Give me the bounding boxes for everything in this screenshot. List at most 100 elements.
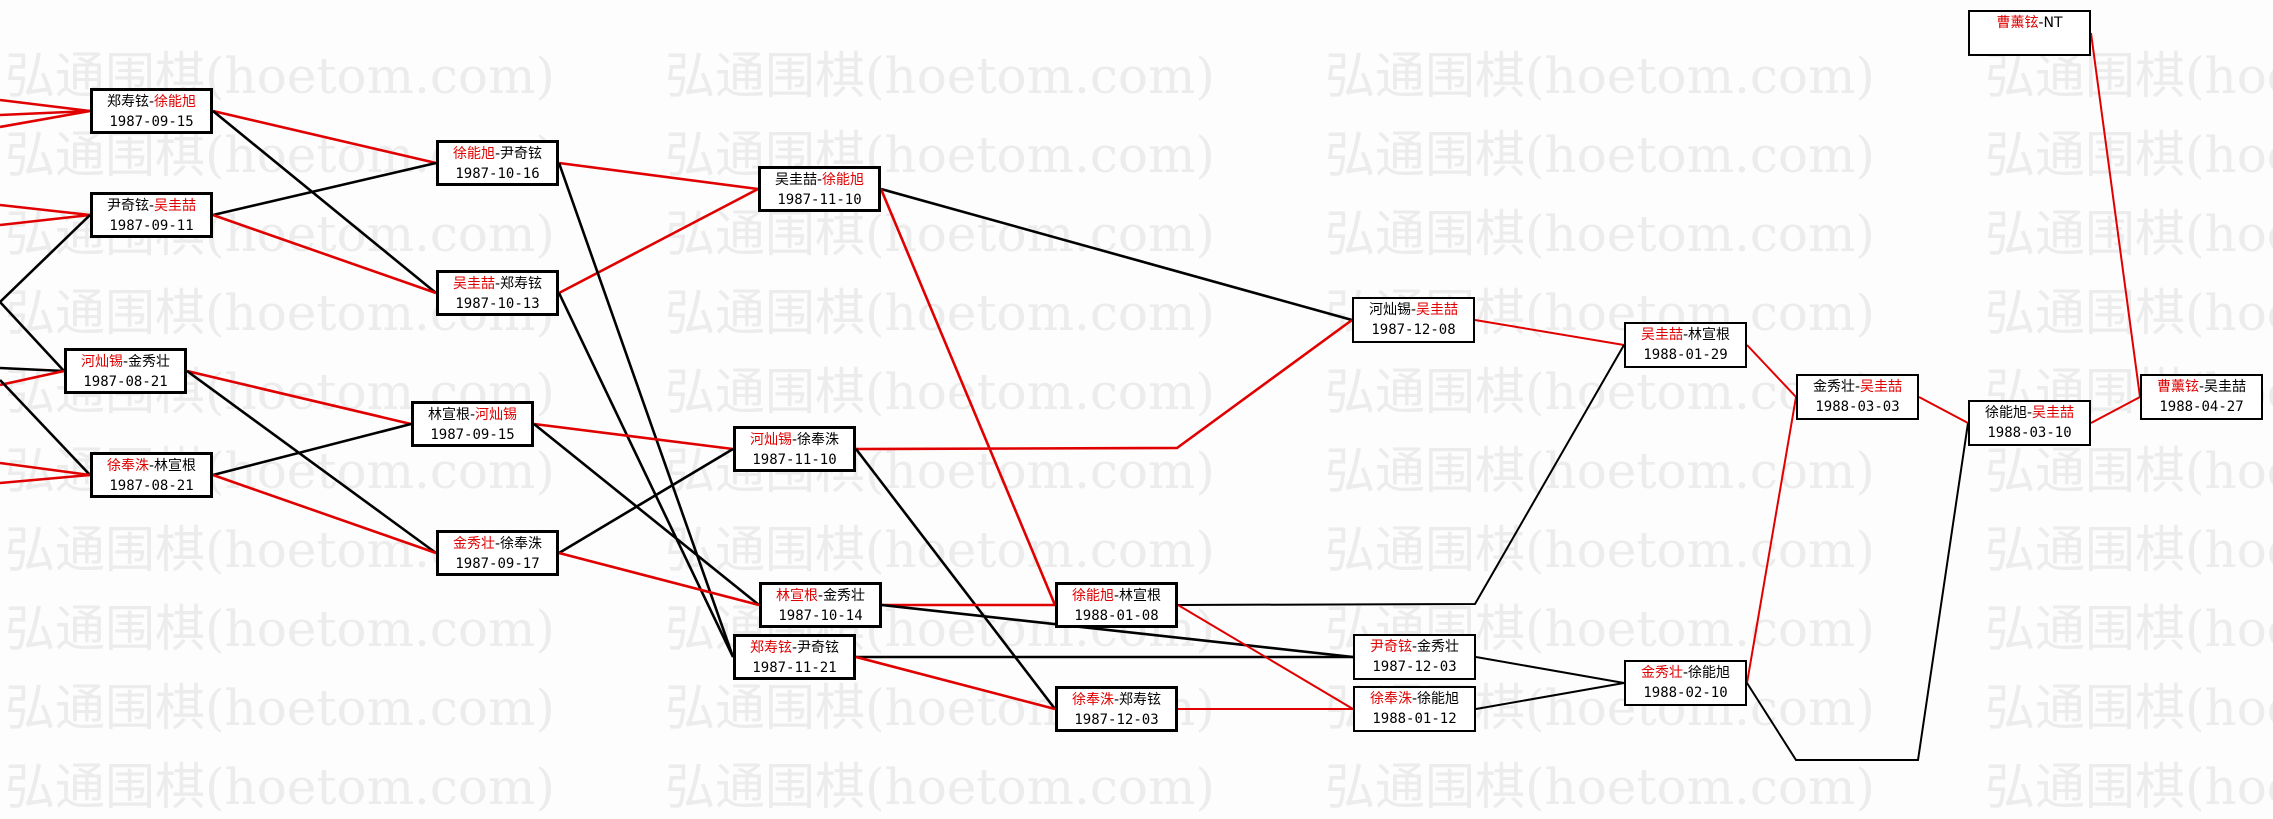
incoming-edge-black bbox=[0, 301, 65, 372]
match-node[interactable]: 吴圭喆-林宣根 1988-01-29 bbox=[1624, 322, 1747, 368]
player-1: 金秀壮 bbox=[452, 536, 495, 552]
player-2: 金秀壮 bbox=[823, 588, 866, 604]
player-1: 金秀壮 bbox=[1640, 665, 1683, 681]
match-node[interactable]: 徐奉洙-郑寿铉 1987-12-03 bbox=[1055, 686, 1178, 732]
match-node[interactable]: 金秀壮-徐能旭 1988-02-10 bbox=[1624, 660, 1747, 706]
match-node[interactable]: 林宣根-河灿锡 1987-09-15 bbox=[411, 401, 534, 447]
player-1: 河灿锡 bbox=[749, 432, 792, 448]
player-2: 尹奇铉 bbox=[500, 146, 543, 162]
player-1: 曹薰铉 bbox=[2156, 379, 2199, 395]
player-2: 吴圭喆 bbox=[2204, 379, 2247, 395]
match-node[interactable]: 郑寿铉-尹奇铉 1987-11-21 bbox=[733, 634, 856, 680]
match-date: 1987-09-15 bbox=[109, 114, 194, 130]
player-1: 徐奉洙 bbox=[1071, 692, 1114, 708]
match-node[interactable]: 河灿锡-徐奉洙 1987-11-10 bbox=[733, 426, 856, 472]
player-1: 林宣根 bbox=[775, 588, 818, 604]
match-node[interactable]: 徐能旭-吴圭喆 1988-03-10 bbox=[1968, 400, 2091, 446]
match-node[interactable]: 郑寿铉-徐能旭 1987-09-15 bbox=[90, 88, 213, 134]
match-node[interactable]: 尹奇铉-金秀壮 1987-12-03 bbox=[1353, 634, 1476, 680]
separator: - bbox=[2198, 379, 2205, 395]
match-node[interactable]: 徐奉洙-林宣根 1987-08-21 bbox=[90, 452, 213, 498]
match-players: 吴圭喆-郑寿铉 bbox=[439, 274, 556, 294]
edge-red bbox=[212, 213, 437, 295]
incoming-edge-red bbox=[0, 98, 91, 113]
edge-red bbox=[212, 473, 437, 555]
edge-red bbox=[879, 188, 1057, 606]
player-1: 徐能旭 bbox=[452, 146, 495, 162]
player-1: 郑寿铉 bbox=[749, 640, 792, 656]
match-node[interactable]: 尹奇铉-吴圭喆 1987-09-11 bbox=[90, 192, 213, 238]
match-node[interactable]: 曹薰铉-吴圭喆 1988-04-27 bbox=[2140, 374, 2263, 420]
player-2: 徐奉洙 bbox=[500, 536, 543, 552]
edge-red bbox=[2090, 32, 2141, 398]
player-2: 河灿锡 bbox=[475, 407, 518, 423]
separator: - bbox=[1682, 665, 1689, 681]
match-date: 1988-02-10 bbox=[1643, 685, 1728, 701]
match-date: 1988-04-27 bbox=[2159, 399, 2244, 415]
match-date: 1988-01-12 bbox=[1372, 711, 1457, 727]
edge-black bbox=[1475, 656, 1625, 684]
match-node[interactable]: 河灿锡-金秀壮 1987-08-21 bbox=[64, 348, 187, 394]
incoming-edge-red bbox=[0, 109, 91, 129]
match-node[interactable]: 河灿锡-吴圭喆 1987-12-08 bbox=[1352, 297, 1475, 343]
match-node[interactable]: 曹薰铉-NT bbox=[1968, 10, 2091, 56]
match-date: 1987-10-14 bbox=[778, 608, 863, 624]
player-1: 郑寿铉 bbox=[106, 94, 149, 110]
separator: - bbox=[816, 172, 823, 188]
match-node[interactable]: 徐能旭-尹奇铉 1987-10-16 bbox=[436, 140, 559, 186]
player-1: 曹薰铉 bbox=[1996, 15, 2039, 31]
edge-black bbox=[881, 603, 1354, 659]
incoming-edge-black bbox=[0, 214, 91, 303]
match-players: 郑寿铉-尹奇铉 bbox=[736, 638, 853, 658]
edge-red bbox=[855, 318, 1353, 451]
edge-black bbox=[557, 162, 735, 658]
edge-red bbox=[212, 109, 437, 165]
match-node[interactable]: 吴圭喆-郑寿铉 1987-10-13 bbox=[436, 270, 559, 316]
separator: - bbox=[122, 354, 129, 370]
edge-red bbox=[1918, 396, 1969, 424]
match-node[interactable]: 徐奉洙-徐能旭 1988-01-12 bbox=[1353, 686, 1476, 732]
incoming-edge-red bbox=[0, 461, 91, 477]
edge-red bbox=[186, 369, 412, 426]
player-2: 吴圭喆 bbox=[154, 198, 197, 214]
separator: - bbox=[469, 407, 476, 423]
match-players: 徐能旭-林宣根 bbox=[1058, 586, 1175, 606]
edge-black bbox=[212, 422, 412, 477]
edge-red bbox=[2090, 396, 2141, 424]
match-date: 1987-09-11 bbox=[109, 218, 194, 234]
match-node[interactable]: 吴圭喆-徐能旭 1987-11-10 bbox=[758, 166, 881, 212]
separator: - bbox=[2026, 405, 2033, 421]
match-date: 1987-08-21 bbox=[83, 374, 168, 390]
edge-red bbox=[558, 551, 760, 607]
match-players: 尹奇铉-金秀壮 bbox=[1355, 637, 1474, 657]
separator: - bbox=[494, 536, 501, 552]
match-date: 1987-11-10 bbox=[777, 192, 862, 208]
match-players: 郑寿铉-徐能旭 bbox=[93, 92, 210, 112]
edge-black bbox=[1475, 682, 1625, 710]
player-2: 金秀壮 bbox=[1417, 639, 1460, 655]
player-1: 吴圭喆 bbox=[1640, 327, 1683, 343]
match-node[interactable]: 林宣根-金秀壮 1987-10-14 bbox=[759, 582, 882, 628]
separator: - bbox=[1411, 639, 1418, 655]
match-node[interactable]: 金秀壮-徐奉洙 1987-09-17 bbox=[436, 530, 559, 576]
separator: - bbox=[148, 198, 155, 214]
match-players: 吴圭喆-徐能旭 bbox=[761, 170, 878, 190]
player-1: 河灿锡 bbox=[80, 354, 123, 370]
match-node[interactable]: 金秀壮-吴圭喆 1988-03-03 bbox=[1796, 374, 1919, 420]
player-2: 吴圭喆 bbox=[1860, 379, 1903, 395]
player-2: 郑寿铉 bbox=[500, 276, 543, 292]
separator: - bbox=[791, 432, 798, 448]
match-players: 河灿锡-吴圭喆 bbox=[1354, 300, 1473, 320]
edge-black bbox=[186, 369, 437, 555]
incoming-edge-black bbox=[0, 379, 91, 476]
match-players: 河灿锡-金秀壮 bbox=[67, 352, 184, 372]
separator: - bbox=[494, 276, 501, 292]
player-2: 金秀壮 bbox=[128, 354, 171, 370]
player-2: 徐奉洙 bbox=[797, 432, 840, 448]
match-date: 1987-12-03 bbox=[1372, 659, 1457, 675]
match-node[interactable]: 徐能旭-林宣根 1988-01-08 bbox=[1055, 582, 1178, 628]
player-1: 徐能旭 bbox=[1071, 588, 1114, 604]
edge-red bbox=[1474, 319, 1625, 346]
edge-red bbox=[855, 655, 1056, 711]
match-date: 1987-11-21 bbox=[752, 660, 837, 676]
